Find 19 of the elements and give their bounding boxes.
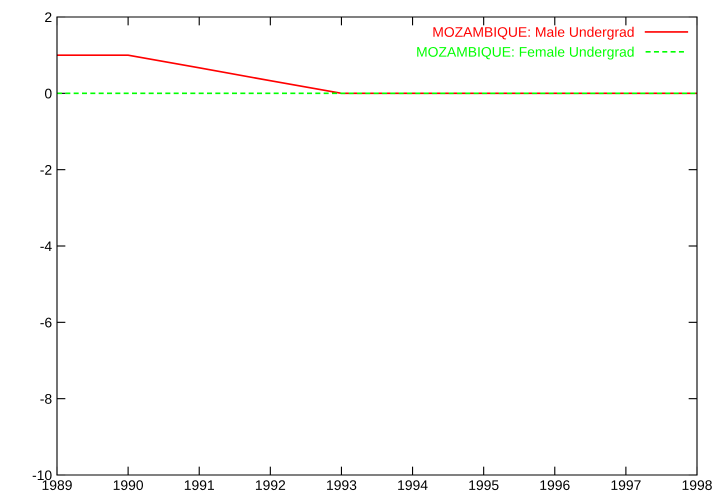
y-tick-label: -6 xyxy=(40,318,52,328)
legend-label: MOZAMBIQUE: Male Undergrad xyxy=(433,26,634,40)
y-tick-label: 2 xyxy=(45,12,52,22)
x-tick-label: 1998 xyxy=(682,480,712,490)
x-tick-label: 1997 xyxy=(612,480,641,490)
x-tick-label: 1992 xyxy=(256,480,286,490)
y-tick-label: -2 xyxy=(40,165,52,175)
y-tick-label: -10 xyxy=(32,470,52,480)
x-tick-label: 1993 xyxy=(327,480,356,490)
x-tick-label: 1990 xyxy=(114,480,144,490)
y-tick-label: -8 xyxy=(40,394,52,404)
x-tick-label: 1994 xyxy=(398,480,428,490)
x-tick-label: 1996 xyxy=(540,480,570,490)
x-tick-label: 1995 xyxy=(469,480,499,490)
y-tick-label: 0 xyxy=(44,88,52,99)
x-tick-label: 1991 xyxy=(184,480,214,490)
legend-label: MOZAMBIQUE: Female Undergrad xyxy=(417,46,634,60)
y-tick-label: -4 xyxy=(40,241,52,252)
x-tick-label: 1989 xyxy=(42,480,72,490)
